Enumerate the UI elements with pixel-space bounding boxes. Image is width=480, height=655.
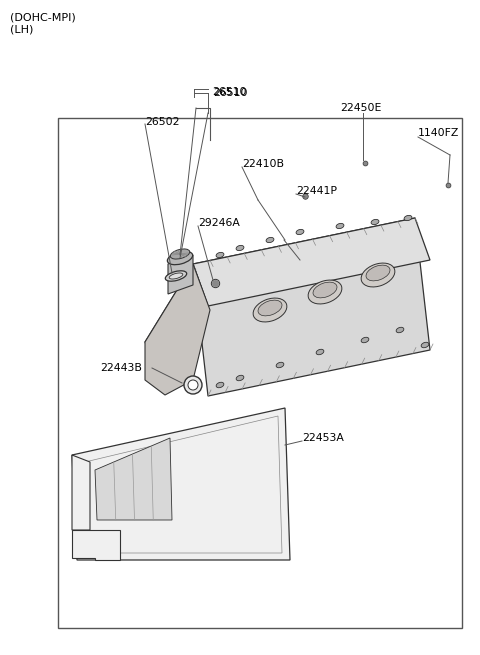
Ellipse shape: [308, 280, 342, 304]
Ellipse shape: [336, 223, 344, 229]
Text: 26510: 26510: [212, 87, 247, 97]
Text: 22443B: 22443B: [100, 363, 142, 373]
Ellipse shape: [216, 252, 224, 257]
Polygon shape: [72, 408, 290, 560]
Text: 1140FZ: 1140FZ: [418, 128, 459, 138]
Polygon shape: [193, 218, 430, 396]
Ellipse shape: [188, 380, 198, 390]
Ellipse shape: [313, 282, 337, 298]
Text: 22441P: 22441P: [296, 186, 337, 196]
Ellipse shape: [169, 273, 183, 279]
Polygon shape: [145, 264, 210, 395]
Ellipse shape: [316, 349, 324, 355]
Text: 26502: 26502: [145, 117, 180, 127]
Text: 22453A: 22453A: [302, 433, 344, 443]
Ellipse shape: [216, 383, 224, 388]
Ellipse shape: [366, 265, 390, 281]
Polygon shape: [72, 530, 120, 560]
Ellipse shape: [371, 219, 379, 225]
Ellipse shape: [170, 249, 190, 259]
Ellipse shape: [236, 375, 244, 381]
Ellipse shape: [361, 337, 369, 343]
Text: (DOHC-MPI): (DOHC-MPI): [10, 12, 76, 22]
Polygon shape: [145, 264, 208, 384]
Polygon shape: [193, 218, 430, 306]
Polygon shape: [72, 455, 90, 530]
Ellipse shape: [361, 263, 395, 287]
Polygon shape: [95, 438, 172, 520]
Text: (LH): (LH): [10, 24, 34, 34]
Ellipse shape: [165, 271, 187, 281]
Ellipse shape: [404, 215, 412, 221]
Ellipse shape: [236, 246, 244, 251]
Ellipse shape: [266, 237, 274, 242]
Ellipse shape: [396, 328, 404, 333]
Ellipse shape: [421, 343, 429, 348]
Ellipse shape: [253, 298, 287, 322]
Ellipse shape: [296, 229, 304, 234]
Text: 22410B: 22410B: [242, 159, 284, 169]
Text: 22450E: 22450E: [340, 103, 382, 113]
Ellipse shape: [184, 376, 202, 394]
Polygon shape: [168, 255, 193, 294]
Ellipse shape: [168, 252, 192, 265]
Ellipse shape: [276, 362, 284, 367]
Text: 29246A: 29246A: [198, 218, 240, 228]
Ellipse shape: [258, 300, 282, 316]
Text: 26510: 26510: [213, 88, 248, 98]
Bar: [58, 118, 462, 628]
